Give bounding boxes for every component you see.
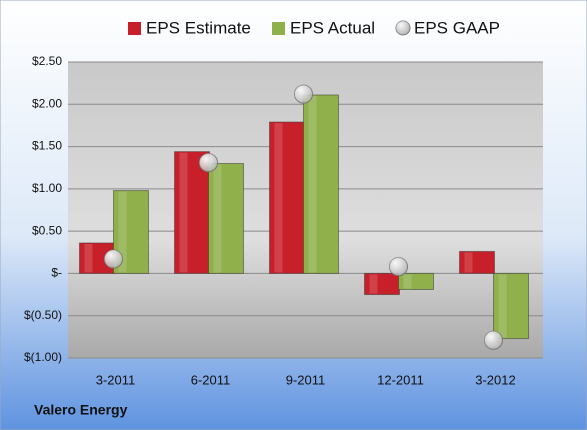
y-tick-label: $2.50 (32, 54, 62, 68)
bar (398, 272, 434, 290)
legend-label: EPS Actual (290, 18, 375, 37)
y-tick-label: $- (51, 266, 62, 280)
source-label: Valero Energy (34, 402, 128, 418)
x-tick-label: 9-2011 (286, 372, 326, 387)
bar-shine (118, 191, 127, 273)
legend-swatch (128, 22, 141, 35)
bar-shine (308, 95, 317, 273)
x-tick-label: 3-2011 (96, 372, 136, 387)
bar (208, 162, 244, 274)
y-tick-label: $0.50 (32, 223, 62, 237)
bar-shine (274, 123, 283, 273)
bar-shine (179, 152, 188, 273)
x-tick-label: 6-2011 (191, 372, 231, 387)
legend-label: EPS Estimate (146, 18, 251, 37)
x-tick-label: 3-2012 (475, 372, 515, 387)
marker-shine (199, 153, 218, 172)
marker-shine (484, 331, 503, 350)
bar (493, 272, 529, 340)
y-tick-label: $1.50 (32, 139, 62, 153)
marker-shine (294, 85, 313, 104)
marker-shine (389, 257, 408, 276)
marker-shine (104, 250, 123, 269)
legend-shine (396, 21, 410, 35)
y-tick-label: $(1.00) (24, 350, 62, 364)
y-tick-label: $(0.50) (24, 308, 62, 322)
bar (269, 121, 305, 274)
legend-swatch (272, 22, 285, 35)
bar (459, 250, 495, 274)
bar-shine (498, 274, 507, 338)
bar-shine (464, 252, 473, 273)
bar-shine (369, 274, 378, 294)
bar-shine (403, 274, 412, 289)
bar-shine (84, 243, 93, 273)
x-tick-label: 12-2011 (377, 372, 424, 387)
bar (303, 94, 339, 274)
bar-shine (213, 164, 222, 273)
y-tick-label: $2.00 (32, 96, 62, 110)
legend-label: EPS GAAP (414, 18, 500, 37)
y-tick-label: $1.00 (32, 181, 62, 195)
